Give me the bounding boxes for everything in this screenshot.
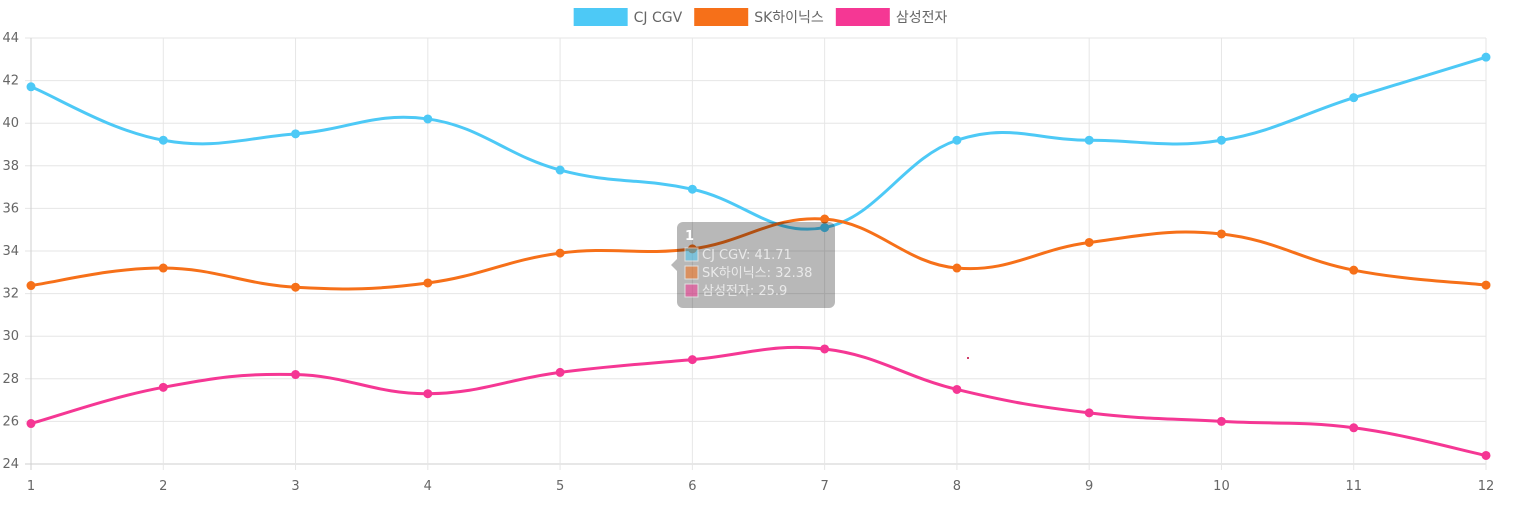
legend[interactable]: CJ CGV SK하이닉스 삼성전자 [573, 8, 948, 26]
y-tick-label: 36 [2, 201, 19, 216]
legend-label: CJ CGV [634, 10, 683, 26]
data-point[interactable] [555, 367, 565, 377]
x-tick-label: 8 [953, 479, 961, 494]
legend-label: SK하이닉스 [754, 10, 824, 26]
data-point[interactable] [952, 135, 962, 145]
y-tick-label: 24 [2, 457, 19, 472]
data-point[interactable] [158, 135, 168, 145]
tooltip-swatch [684, 265, 699, 280]
y-tick-label: 26 [2, 414, 19, 429]
x-tick-label: 9 [1085, 479, 1093, 494]
y-tick-label: 38 [2, 159, 19, 174]
data-point[interactable] [158, 263, 168, 273]
legend-item-sk하이닉스[interactable]: SK하이닉스 [694, 8, 824, 26]
data-point[interactable] [555, 165, 565, 175]
data-point[interactable] [1216, 135, 1226, 145]
x-tick-label: 2 [159, 479, 167, 494]
tooltip-swatch [684, 247, 699, 262]
tooltip-title: 1 [685, 229, 694, 244]
tooltip-line: 삼성전자: 25.9 [702, 284, 787, 299]
x-tick-label: 12 [1478, 479, 1495, 494]
y-tick-label: 40 [2, 116, 19, 131]
data-point[interactable] [26, 82, 36, 92]
series-line-cj-cgv [30, 55, 1487, 231]
data-point[interactable] [555, 248, 565, 258]
x-tick-label: 1 [27, 479, 35, 494]
grid [25, 37, 1487, 470]
data-point[interactable] [1481, 280, 1491, 290]
x-tick-label: 11 [1345, 479, 1362, 494]
y-tick-label: 30 [2, 329, 19, 344]
data-point[interactable] [26, 281, 36, 291]
data-point[interactable] [687, 184, 697, 194]
series-line-sk하이닉스 [30, 217, 1487, 291]
data-point[interactable] [1349, 265, 1359, 275]
data-point[interactable] [158, 382, 168, 392]
x-tick-label: 7 [820, 479, 828, 494]
data-point[interactable] [291, 282, 301, 292]
series-lines [26, 52, 1491, 460]
tooltip-swatch [684, 283, 699, 298]
x-tick-label: 10 [1213, 479, 1230, 494]
data-point[interactable] [1216, 416, 1226, 426]
y-tick-label: 44 [2, 31, 19, 46]
legend-item-삼성전자[interactable]: 삼성전자 [835, 8, 948, 26]
data-point[interactable] [423, 278, 433, 288]
x-tick-label: 5 [556, 479, 564, 494]
tooltip: 1 CJ CGV: 41.71 SK하이닉스: 32.38 삼성전자: 25.9 [671, 222, 835, 308]
y-tick-label: 28 [2, 372, 19, 387]
tooltip-box [677, 222, 835, 308]
legend-label: 삼성전자 [896, 10, 948, 26]
data-point[interactable] [423, 114, 433, 124]
y-tick-label: 34 [2, 244, 19, 259]
data-point[interactable] [1481, 450, 1491, 460]
x-tick-label: 6 [688, 479, 696, 494]
tooltip-caret [671, 259, 677, 271]
data-point[interactable] [291, 129, 301, 139]
tooltip-line: CJ CGV: 41.71 [702, 248, 792, 263]
stray-dot [967, 357, 969, 359]
data-point[interactable] [820, 214, 830, 224]
data-point[interactable] [687, 355, 697, 365]
data-point[interactable] [952, 263, 962, 273]
data-point[interactable] [1216, 229, 1226, 239]
data-point[interactable] [26, 419, 36, 429]
series-line-삼성전자 [30, 345, 1487, 457]
data-point[interactable] [1481, 52, 1491, 62]
data-point[interactable] [1084, 408, 1094, 418]
data-point[interactable] [291, 370, 301, 380]
legend-swatch [694, 8, 749, 26]
y-tick-label: 42 [2, 74, 19, 89]
data-point[interactable] [423, 389, 433, 399]
data-point[interactable] [820, 223, 830, 233]
x-tick-label: 4 [424, 479, 432, 494]
y-tick-label: 32 [2, 287, 19, 302]
x-tick-label: 3 [291, 479, 299, 494]
legend-swatch [573, 8, 628, 26]
tooltip-line: SK하이닉스: 32.38 [702, 266, 812, 281]
data-point[interactable] [952, 384, 962, 394]
data-point[interactable] [1349, 423, 1359, 433]
data-point[interactable] [1084, 135, 1094, 145]
legend-swatch [835, 8, 890, 26]
data-point[interactable] [820, 344, 830, 354]
data-point[interactable] [1084, 237, 1094, 247]
legend-item-cj-cgv[interactable]: CJ CGV [573, 8, 683, 26]
data-point[interactable] [1349, 93, 1359, 103]
